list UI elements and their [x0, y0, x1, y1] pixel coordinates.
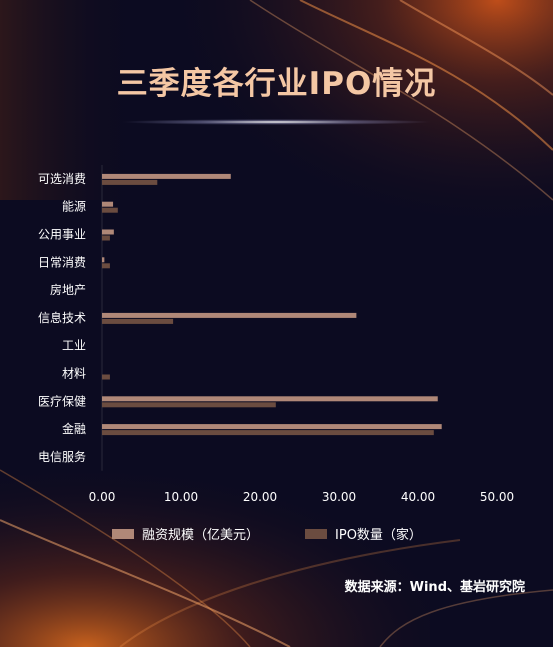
legend-swatch-series-2 — [305, 528, 328, 539]
y-tick-label: 信息技术 — [38, 310, 86, 325]
bar-series-1 — [102, 173, 231, 179]
legend-swatch-series-1 — [112, 528, 134, 539]
bar-series-2 — [102, 402, 276, 408]
y-tick-label: 能源 — [62, 200, 86, 214]
x-tick-label: 50.00 — [480, 490, 514, 504]
y-tick-label: 材料 — [62, 367, 86, 381]
y-tick-label: 公用事业 — [38, 228, 86, 242]
legend-item-series-2: IPO数量（家） — [305, 524, 422, 543]
bar-series-2 — [102, 374, 110, 380]
legend-label-series-2: IPO数量（家） — [335, 528, 422, 543]
x-tick-label: 20.00 — [243, 490, 277, 504]
bars — [102, 173, 442, 436]
bar-series-1 — [102, 396, 438, 402]
legend-item-series-1: 融资规模（亿美元） — [112, 524, 259, 543]
x-tick-label: 30.00 — [322, 490, 356, 504]
title-glow-divider — [120, 119, 433, 125]
bar-series-2 — [102, 235, 110, 241]
bar-series-1 — [102, 312, 357, 318]
y-tick-label: 金融 — [62, 421, 86, 436]
bar-series-2 — [102, 179, 158, 185]
x-axis-labels: 0.00 10.00 20.00 30.00 40.00 50.00 — [89, 490, 515, 504]
bar-series-2 — [102, 263, 110, 269]
legend-label-series-1: 融资规模（亿美元） — [142, 528, 260, 543]
bar-series-2 — [102, 207, 118, 213]
page-title: 三季度各行业IPO情况 — [116, 66, 437, 102]
bar-series-1 — [102, 201, 114, 207]
bar-series-1 — [102, 424, 442, 430]
x-tick-label: 10.00 — [164, 490, 198, 504]
bar-series-1 — [102, 257, 105, 263]
y-tick-label: 工业 — [62, 339, 86, 353]
y-tick-label: 可选消费 — [38, 172, 86, 186]
y-tick-label: 电信服务 — [38, 449, 86, 464]
x-tick-label: 0.00 — [89, 490, 116, 504]
bar-series-2 — [102, 318, 174, 324]
bar-series-2 — [102, 430, 434, 436]
y-tick-label: 房地产 — [50, 282, 86, 297]
legend: 融资规模（亿美元） IPO数量（家） — [112, 524, 422, 543]
y-tick-label: 医疗保健 — [38, 394, 86, 408]
bar-series-1 — [102, 229, 114, 235]
x-tick-label: 40.00 — [401, 490, 435, 504]
data-source-note: 数据来源：Wind、基岩研究院 — [344, 580, 525, 595]
y-tick-label: 日常消费 — [38, 255, 86, 269]
